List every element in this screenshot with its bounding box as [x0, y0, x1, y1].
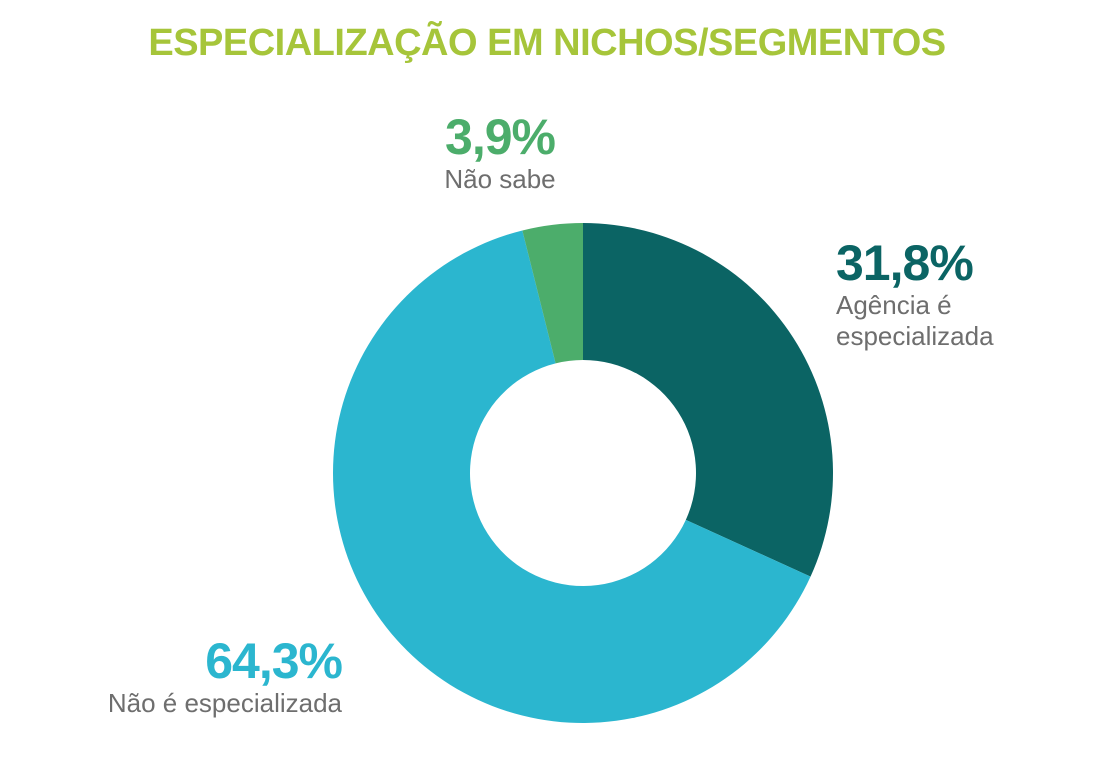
slice-label-nao-especializada: 64,3% Não é especializada [60, 633, 343, 719]
slice-name-agencia: Agência é especializada [836, 290, 994, 351]
slice-label-agencia: 31,8% Agência é especializada [836, 236, 1056, 352]
slice-label-nao-sabe: 3,9% Não sabe [400, 110, 600, 195]
slice-value-agencia: 31,8% [836, 235, 974, 291]
slice-value-nao-especializada: 64,3% [205, 633, 343, 689]
slice-nao-especializada [333, 230, 811, 723]
slice-agencia [583, 223, 833, 577]
slice-name-nao-especializada: Não é especializada [107, 688, 342, 718]
slice-name-nao-sabe: Não sabe [444, 164, 556, 194]
chart-title: ESPECIALIZAÇÃO EM NICHOS/SEGMENTOS [148, 22, 946, 64]
slice-nao-sabe [522, 223, 583, 364]
slice-value-nao-sabe: 3,9% [445, 109, 556, 165]
